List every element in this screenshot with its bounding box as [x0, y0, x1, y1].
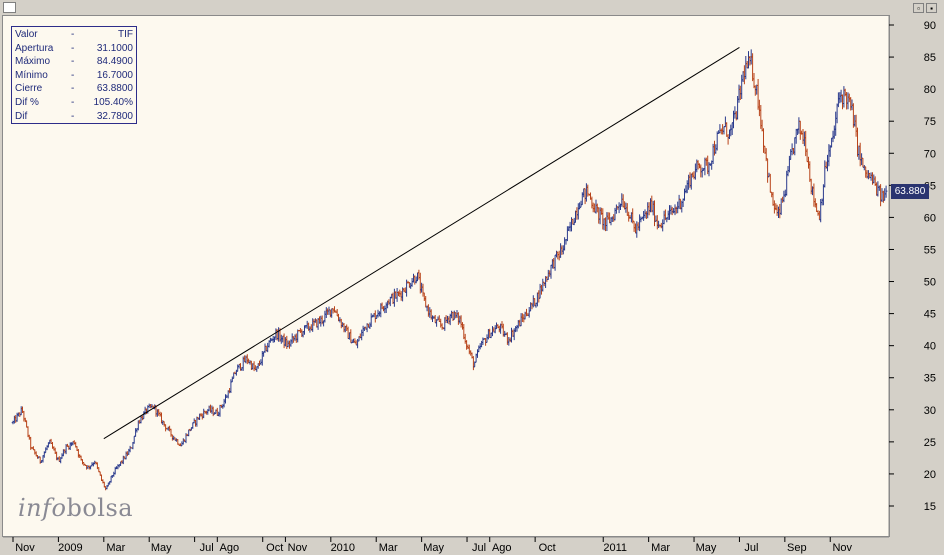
last-price-tag: 63.880 — [891, 184, 929, 199]
y-tick-label-45: 45 — [924, 309, 936, 321]
info-row-valor: Valor - TIF — [15, 29, 133, 40]
y-tick-label-75: 75 — [924, 116, 936, 128]
x-tick-label-mar: Mar — [651, 542, 670, 554]
info-row-dif-pct: Dif % -105.40% — [15, 96, 133, 108]
infobolsa-logo: infobolsa — [18, 494, 134, 522]
y-tick-label-55: 55 — [924, 244, 936, 256]
y-tick-label-15: 15 — [924, 501, 936, 513]
restore-button[interactable]: ▫ — [913, 3, 924, 13]
window-menu-icon[interactable] — [3, 2, 16, 13]
x-tick-label-ago: Ago — [492, 542, 512, 554]
x-tick-label-nov: Nov — [15, 542, 35, 554]
y-tick-label-50: 50 — [924, 277, 936, 289]
x-tick-label-oct: Oct — [539, 542, 556, 554]
price-bar — [766, 158, 769, 183]
x-tick-label-jul: Jul — [200, 542, 214, 554]
ohlc-bars — [11, 49, 888, 491]
info-row-cierre: Cierre -63.8800 — [15, 83, 133, 95]
x-tick-label-2009: 2009 — [58, 542, 82, 554]
info-row-dif: Dif -32.7800 — [15, 110, 133, 122]
y-tick-label-30: 30 — [924, 405, 936, 417]
y-tick-label-60: 60 — [924, 212, 936, 224]
x-tick-label-nov: Nov — [288, 542, 308, 554]
x-tick-label-may: May — [696, 542, 717, 554]
x-tick-label-oct: Oct — [266, 542, 283, 554]
y-tick-label-35: 35 — [924, 373, 936, 385]
x-tick-label-ago: Ago — [220, 542, 240, 554]
y-tick-label-80: 80 — [924, 84, 936, 96]
instrument-info-box: Valor - TIF Apertura -31.1000 Máximo -84.490… — [11, 26, 137, 124]
info-row-maximo: Máximo -84.4900 — [15, 56, 133, 68]
x-tick-label-jul: Jul — [744, 542, 758, 554]
info-row-minimo: Mínimo -16.7000 — [15, 69, 133, 81]
x-tick-label-sep: Sep — [787, 542, 807, 554]
x-tick-label-2010: 2010 — [331, 542, 355, 554]
y-tick-label-70: 70 — [924, 148, 936, 160]
y-tick-label-85: 85 — [924, 52, 936, 64]
x-tick-label-may: May — [423, 542, 444, 554]
x-tick-label-mar: Mar — [106, 542, 125, 554]
x-tick-label-jul: Jul — [472, 542, 486, 554]
price-bar — [191, 422, 195, 429]
trendline — [103, 47, 740, 440]
price-bar — [884, 185, 888, 198]
y-tick-label-20: 20 — [924, 469, 936, 481]
x-tick-label-2011: 2011 — [603, 542, 627, 554]
maximize-button[interactable]: ▪ — [926, 3, 937, 13]
y-tick-label-25: 25 — [924, 437, 936, 449]
x-tick-label-nov: Nov — [832, 542, 852, 554]
y-tick-label-90: 90 — [924, 20, 936, 32]
x-tick-label-mar: Mar — [379, 542, 398, 554]
x-tick-label-may: May — [151, 542, 172, 554]
y-tick-label-40: 40 — [924, 341, 936, 353]
plot-area — [2, 15, 890, 537]
price-bar — [132, 435, 136, 444]
info-row-apertura: Apertura -31.1000 — [15, 42, 133, 54]
